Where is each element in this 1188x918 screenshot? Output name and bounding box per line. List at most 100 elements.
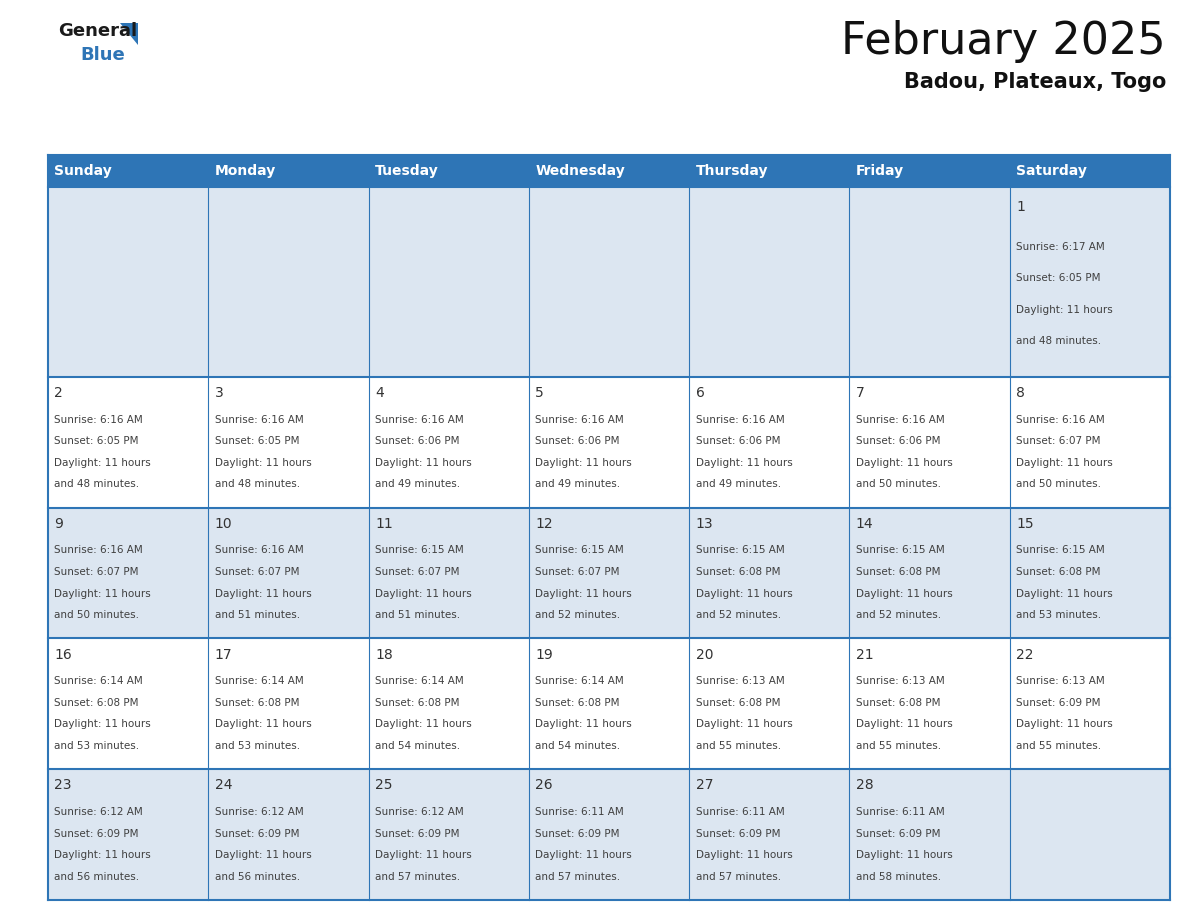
Text: February 2025: February 2025 bbox=[841, 20, 1165, 63]
Text: 3: 3 bbox=[215, 386, 223, 400]
Text: Sunset: 6:07 PM: Sunset: 6:07 PM bbox=[1016, 436, 1100, 446]
Text: Sunset: 6:05 PM: Sunset: 6:05 PM bbox=[215, 436, 299, 446]
Text: 22: 22 bbox=[1016, 647, 1034, 662]
Text: Daylight: 11 hours: Daylight: 11 hours bbox=[695, 850, 792, 860]
Text: and 55 minutes.: and 55 minutes. bbox=[1016, 741, 1101, 751]
Text: 25: 25 bbox=[375, 778, 392, 792]
Text: Sunrise: 6:12 AM: Sunrise: 6:12 AM bbox=[55, 807, 144, 817]
Text: and 52 minutes.: and 52 minutes. bbox=[855, 610, 941, 621]
Text: 17: 17 bbox=[215, 647, 233, 662]
Text: Sunrise: 6:11 AM: Sunrise: 6:11 AM bbox=[855, 807, 944, 817]
Text: Sunset: 6:08 PM: Sunset: 6:08 PM bbox=[855, 567, 941, 577]
Text: Thursday: Thursday bbox=[695, 164, 769, 178]
Text: and 56 minutes.: and 56 minutes. bbox=[55, 872, 139, 882]
Text: Sunrise: 6:15 AM: Sunrise: 6:15 AM bbox=[1016, 545, 1105, 555]
Text: Sunset: 6:08 PM: Sunset: 6:08 PM bbox=[536, 698, 620, 708]
Text: Sunset: 6:05 PM: Sunset: 6:05 PM bbox=[55, 436, 139, 446]
Text: 28: 28 bbox=[855, 778, 873, 792]
Text: Sunrise: 6:15 AM: Sunrise: 6:15 AM bbox=[855, 545, 944, 555]
Text: and 53 minutes.: and 53 minutes. bbox=[1016, 610, 1101, 621]
Text: Daylight: 11 hours: Daylight: 11 hours bbox=[536, 588, 632, 599]
Text: and 52 minutes.: and 52 minutes. bbox=[536, 610, 620, 621]
Text: and 50 minutes.: and 50 minutes. bbox=[1016, 479, 1101, 489]
Text: Sunrise: 6:16 AM: Sunrise: 6:16 AM bbox=[55, 545, 144, 555]
Text: Blue: Blue bbox=[80, 46, 125, 64]
Text: Daylight: 11 hours: Daylight: 11 hours bbox=[855, 458, 953, 468]
Text: and 48 minutes.: and 48 minutes. bbox=[215, 479, 299, 489]
Text: Wednesday: Wednesday bbox=[536, 164, 625, 178]
Text: Sunset: 6:09 PM: Sunset: 6:09 PM bbox=[55, 829, 139, 839]
Bar bbox=[48, 376, 1170, 508]
Text: Sunrise: 6:11 AM: Sunrise: 6:11 AM bbox=[695, 807, 784, 817]
Text: 12: 12 bbox=[536, 517, 552, 531]
Bar bbox=[48, 638, 1170, 769]
Text: and 54 minutes.: and 54 minutes. bbox=[536, 741, 620, 751]
Text: Sunset: 6:06 PM: Sunset: 6:06 PM bbox=[695, 436, 781, 446]
Text: and 53 minutes.: and 53 minutes. bbox=[215, 741, 299, 751]
Text: Sunrise: 6:16 AM: Sunrise: 6:16 AM bbox=[855, 415, 944, 425]
Text: and 49 minutes.: and 49 minutes. bbox=[375, 479, 460, 489]
Text: Friday: Friday bbox=[855, 164, 904, 178]
Text: 18: 18 bbox=[375, 647, 393, 662]
Text: Daylight: 11 hours: Daylight: 11 hours bbox=[215, 720, 311, 730]
Text: 27: 27 bbox=[695, 778, 713, 792]
Text: Daylight: 11 hours: Daylight: 11 hours bbox=[375, 720, 472, 730]
Text: Sunrise: 6:12 AM: Sunrise: 6:12 AM bbox=[215, 807, 303, 817]
Text: and 51 minutes.: and 51 minutes. bbox=[215, 610, 299, 621]
Text: Daylight: 11 hours: Daylight: 11 hours bbox=[375, 458, 472, 468]
Text: 26: 26 bbox=[536, 778, 552, 792]
Text: and 50 minutes.: and 50 minutes. bbox=[55, 610, 139, 621]
Text: 24: 24 bbox=[215, 778, 232, 792]
Text: Sunrise: 6:15 AM: Sunrise: 6:15 AM bbox=[536, 545, 624, 555]
Text: 9: 9 bbox=[55, 517, 63, 531]
Text: Sunset: 6:09 PM: Sunset: 6:09 PM bbox=[375, 829, 460, 839]
Text: Badou, Plateaux, Togo: Badou, Plateaux, Togo bbox=[904, 72, 1165, 92]
Text: Sunrise: 6:16 AM: Sunrise: 6:16 AM bbox=[1016, 415, 1105, 425]
Text: Sunset: 6:08 PM: Sunset: 6:08 PM bbox=[55, 698, 139, 708]
Text: Sunrise: 6:13 AM: Sunrise: 6:13 AM bbox=[695, 677, 784, 687]
Text: Sunset: 6:07 PM: Sunset: 6:07 PM bbox=[215, 567, 299, 577]
Text: Daylight: 11 hours: Daylight: 11 hours bbox=[215, 458, 311, 468]
Text: Sunrise: 6:14 AM: Sunrise: 6:14 AM bbox=[215, 677, 303, 687]
Text: Daylight: 11 hours: Daylight: 11 hours bbox=[375, 588, 472, 599]
Text: 15: 15 bbox=[1016, 517, 1034, 531]
Text: and 58 minutes.: and 58 minutes. bbox=[855, 872, 941, 882]
Text: Sunrise: 6:12 AM: Sunrise: 6:12 AM bbox=[375, 807, 463, 817]
Text: Daylight: 11 hours: Daylight: 11 hours bbox=[55, 850, 151, 860]
Text: 8: 8 bbox=[1016, 386, 1025, 400]
Text: and 53 minutes.: and 53 minutes. bbox=[55, 741, 139, 751]
Text: Sunset: 6:06 PM: Sunset: 6:06 PM bbox=[855, 436, 941, 446]
Bar bbox=[48, 508, 1170, 638]
Text: Daylight: 11 hours: Daylight: 11 hours bbox=[536, 458, 632, 468]
Text: Sunset: 6:06 PM: Sunset: 6:06 PM bbox=[375, 436, 460, 446]
Text: 13: 13 bbox=[695, 517, 713, 531]
Text: Sunrise: 6:17 AM: Sunrise: 6:17 AM bbox=[1016, 242, 1105, 252]
Text: Sunset: 6:07 PM: Sunset: 6:07 PM bbox=[536, 567, 620, 577]
Text: Sunset: 6:09 PM: Sunset: 6:09 PM bbox=[855, 829, 941, 839]
Text: 5: 5 bbox=[536, 386, 544, 400]
Text: Monday: Monday bbox=[215, 164, 276, 178]
Text: 23: 23 bbox=[55, 778, 72, 792]
Text: Sunrise: 6:14 AM: Sunrise: 6:14 AM bbox=[55, 677, 144, 687]
Text: 2: 2 bbox=[55, 386, 63, 400]
Text: Daylight: 11 hours: Daylight: 11 hours bbox=[215, 850, 311, 860]
Text: Daylight: 11 hours: Daylight: 11 hours bbox=[215, 588, 311, 599]
Text: and 55 minutes.: and 55 minutes. bbox=[855, 741, 941, 751]
Text: and 57 minutes.: and 57 minutes. bbox=[375, 872, 460, 882]
Text: and 50 minutes.: and 50 minutes. bbox=[855, 479, 941, 489]
Text: Sunrise: 6:16 AM: Sunrise: 6:16 AM bbox=[695, 415, 784, 425]
Text: Sunrise: 6:13 AM: Sunrise: 6:13 AM bbox=[1016, 677, 1105, 687]
Text: Sunset: 6:05 PM: Sunset: 6:05 PM bbox=[1016, 274, 1100, 284]
Text: Sunday: Sunday bbox=[55, 164, 112, 178]
Text: and 57 minutes.: and 57 minutes. bbox=[536, 872, 620, 882]
Text: and 57 minutes.: and 57 minutes. bbox=[695, 872, 781, 882]
Text: and 56 minutes.: and 56 minutes. bbox=[215, 872, 299, 882]
Text: Sunset: 6:08 PM: Sunset: 6:08 PM bbox=[695, 567, 781, 577]
Text: Sunset: 6:07 PM: Sunset: 6:07 PM bbox=[375, 567, 460, 577]
Text: Daylight: 11 hours: Daylight: 11 hours bbox=[1016, 720, 1113, 730]
Text: Sunset: 6:09 PM: Sunset: 6:09 PM bbox=[695, 829, 781, 839]
Text: Sunset: 6:09 PM: Sunset: 6:09 PM bbox=[215, 829, 299, 839]
Text: 16: 16 bbox=[55, 647, 72, 662]
Text: Sunrise: 6:15 AM: Sunrise: 6:15 AM bbox=[695, 545, 784, 555]
Text: Sunrise: 6:14 AM: Sunrise: 6:14 AM bbox=[375, 677, 463, 687]
